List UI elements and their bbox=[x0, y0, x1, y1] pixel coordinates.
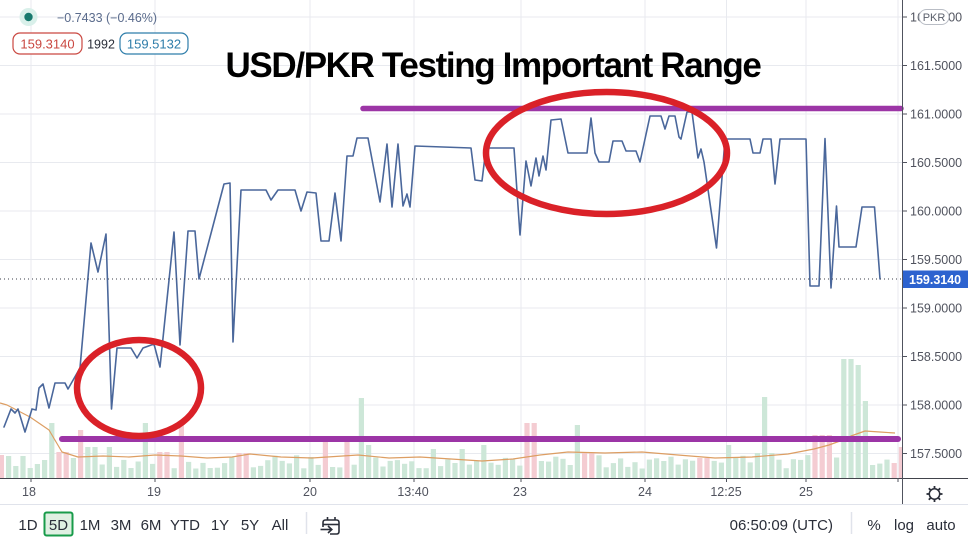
svg-text:157.5000: 157.5000 bbox=[910, 447, 962, 461]
svg-text:6M: 6M bbox=[141, 517, 162, 534]
svg-text:All: All bbox=[272, 517, 289, 534]
svg-text:1992: 1992 bbox=[87, 38, 115, 52]
svg-text:1M: 1M bbox=[80, 517, 101, 534]
svg-text:auto: auto bbox=[926, 517, 955, 534]
svg-text:1Y: 1Y bbox=[211, 517, 229, 534]
svg-text:159.3140: 159.3140 bbox=[909, 273, 961, 287]
svg-text:20: 20 bbox=[303, 485, 317, 499]
svg-text:158.5000: 158.5000 bbox=[910, 350, 962, 364]
svg-text:161.5000: 161.5000 bbox=[910, 59, 962, 73]
svg-text:159.5132: 159.5132 bbox=[127, 37, 181, 52]
svg-text:5Y: 5Y bbox=[241, 517, 259, 534]
svg-text:18: 18 bbox=[22, 485, 36, 499]
svg-text:24: 24 bbox=[638, 485, 652, 499]
svg-text:PKR: PKR bbox=[923, 12, 946, 24]
svg-text:25: 25 bbox=[799, 485, 813, 499]
svg-text:USD/PKR Testing Important Rang: USD/PKR Testing Important Range bbox=[225, 46, 761, 85]
svg-text:−0.7433 (−0.46%): −0.7433 (−0.46%) bbox=[57, 11, 157, 25]
svg-text:1D: 1D bbox=[18, 517, 37, 534]
svg-text:159.3140: 159.3140 bbox=[20, 37, 74, 52]
svg-text:158.0000: 158.0000 bbox=[910, 399, 962, 413]
svg-text:06:50:09 (UTC): 06:50:09 (UTC) bbox=[730, 517, 833, 534]
svg-text:13:40: 13:40 bbox=[397, 485, 428, 499]
svg-text:3M: 3M bbox=[111, 517, 132, 534]
svg-text:log: log bbox=[894, 517, 914, 534]
svg-text:23: 23 bbox=[513, 485, 527, 499]
svg-text:12:25: 12:25 bbox=[710, 485, 741, 499]
svg-text:19: 19 bbox=[147, 485, 161, 499]
svg-text:160.0000: 160.0000 bbox=[910, 205, 962, 219]
svg-text:159.0000: 159.0000 bbox=[910, 302, 962, 316]
svg-text:160.5000: 160.5000 bbox=[910, 156, 962, 170]
svg-text:161.0000: 161.0000 bbox=[910, 108, 962, 122]
svg-text:YTD: YTD bbox=[170, 517, 200, 534]
svg-text:159.5000: 159.5000 bbox=[910, 253, 962, 267]
svg-text:%: % bbox=[867, 517, 880, 534]
svg-text:5D: 5D bbox=[49, 517, 68, 534]
